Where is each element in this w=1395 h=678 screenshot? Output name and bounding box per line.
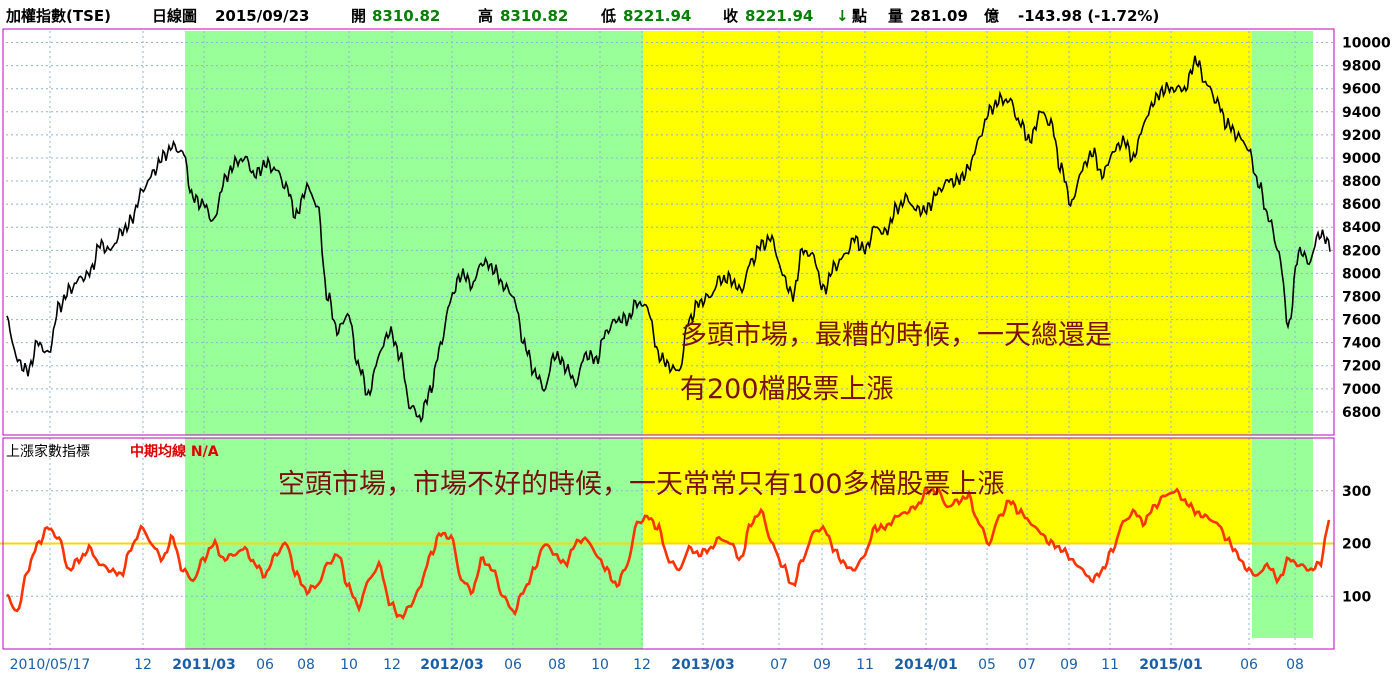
x-tick-label: 07: [770, 657, 788, 673]
price-y-tick: 8400: [1342, 220, 1381, 236]
low-label: 低: [600, 7, 616, 25]
bull-annotation-line1: 多頭市場，最糟的時候，一天總還是: [680, 320, 1112, 351]
x-tick-label: 06: [256, 657, 274, 673]
x-tick-label: 2013/03: [671, 657, 735, 673]
volume-label: 量: [888, 7, 903, 25]
x-tick-label: 2011/03: [172, 657, 236, 673]
x-tick-label: 11: [856, 657, 874, 673]
indicator-panel-frame: [2, 437, 1335, 650]
price-y-tick: 8600: [1342, 197, 1381, 213]
change-value: -143.98 (-1.72%): [1018, 7, 1159, 25]
price-y-tick: 6800: [1342, 405, 1381, 421]
price-y-tick: 9600: [1342, 82, 1381, 98]
price-y-tick: 9000: [1342, 151, 1381, 167]
price-panel: 6800 7000 7200 7400 7600 7800 8000 8200 8400 8600…: [2, 28, 1391, 436]
open-value: 8310.82: [372, 7, 440, 25]
x-tick-label: 12: [134, 657, 152, 673]
price-y-tick: 7600: [1342, 313, 1381, 329]
price-y-tick: 7000: [1342, 382, 1381, 398]
index-name: 加權指數(TSE): [5, 7, 111, 25]
x-tick-label: 09: [1060, 657, 1078, 673]
price-y-tick: 7800: [1342, 289, 1381, 305]
price-y-tick: 8000: [1342, 266, 1381, 282]
open-label: 開: [351, 7, 366, 25]
x-tick-label: 12: [383, 657, 401, 673]
price-panel-frame: [2, 28, 1335, 436]
price-y-tick: 7400: [1342, 336, 1381, 352]
x-tick-label: 10: [591, 657, 609, 673]
quote-header: 加權指數(TSE) 日線圖 2015/09/23 開 8310.82 高 831…: [5, 7, 1159, 25]
price-y-tick: 8200: [1342, 243, 1381, 259]
indicator-y-tick: 300: [1342, 484, 1371, 500]
indicator-y-tick: 200: [1342, 537, 1371, 553]
price-y-tick: 10000: [1342, 36, 1391, 52]
bull-annotation-line2: 有200檔股票上漲: [680, 374, 894, 405]
price-y-tick: 9400: [1342, 105, 1381, 121]
x-tick-label: 2012/03: [420, 657, 484, 673]
close-label: 收: [723, 7, 738, 25]
bear-zone-2015: [1252, 31, 1313, 435]
indicator-bear-zone-2015: [1252, 438, 1313, 638]
index-price-line: [6, 55, 1331, 424]
point-label: 點: [852, 7, 867, 25]
down-arrow-icon: ↓: [836, 7, 849, 25]
x-tick-label: 2015/01: [1139, 657, 1203, 673]
ma-label: 中期均線 N/A: [130, 443, 219, 460]
high-value: 8310.82: [500, 7, 568, 25]
price-y-axis: 6800 7000 7200 7400 7600 7800 8000 8200 8400 8600…: [1342, 36, 1391, 421]
x-tick-label: 12: [633, 657, 651, 673]
indicator-y-axis: 100 200 300: [1342, 484, 1371, 606]
low-value: 8221.94: [623, 7, 691, 25]
chart-kind: 日線圖: [152, 7, 197, 25]
price-grid: [6, 31, 1334, 435]
x-tick-label: 08: [548, 657, 566, 673]
volume-value: 281.09: [910, 7, 968, 25]
x-tick-label: 07: [1018, 657, 1036, 673]
x-tick-label: 10: [340, 657, 358, 673]
x-tick-label: 08: [297, 657, 315, 673]
volume-unit: 億: [984, 7, 999, 25]
quote-date: 2015/09/23: [215, 7, 309, 25]
x-tick-label: 08: [1286, 657, 1304, 673]
price-y-tick: 8800: [1342, 174, 1381, 190]
x-axis: 2010/05/17 12 2011/03 06 08 10 12 2012/03 06 08 10…: [10, 657, 1304, 673]
bear-zone-2011-2012: [185, 31, 643, 435]
indicator-title: 上漲家數指標: [6, 443, 90, 460]
x-tick-label: 09: [813, 657, 831, 673]
bull-zone-2013-2015: [643, 31, 1252, 435]
x-tick-label: 06: [504, 657, 522, 673]
close-value: 8221.94: [745, 7, 813, 25]
x-tick-label: 11: [1101, 657, 1119, 673]
indicator-panel: 100 200 300 上漲家數指標 中期均線 N/A 空頭市場，市場不好的時候，一…: [0, 437, 1371, 650]
x-tick-label: 2010/05/17: [10, 657, 91, 673]
advancing-issues-line: [5, 486, 1331, 621]
price-y-tick: 9200: [1342, 128, 1381, 144]
x-tick-label: 06: [1240, 657, 1258, 673]
x-tick-label: 05: [978, 657, 996, 673]
price-y-tick: 7200: [1342, 359, 1381, 375]
bear-annotation: 空頭市場，市場不好的時候，一天常常只有100多檔股票上漲: [278, 469, 1005, 500]
price-y-tick: 9800: [1342, 59, 1381, 75]
indicator-y-tick: 100: [1342, 589, 1371, 605]
high-label: 高: [478, 7, 493, 25]
x-tick-label: 2014/01: [894, 657, 958, 673]
